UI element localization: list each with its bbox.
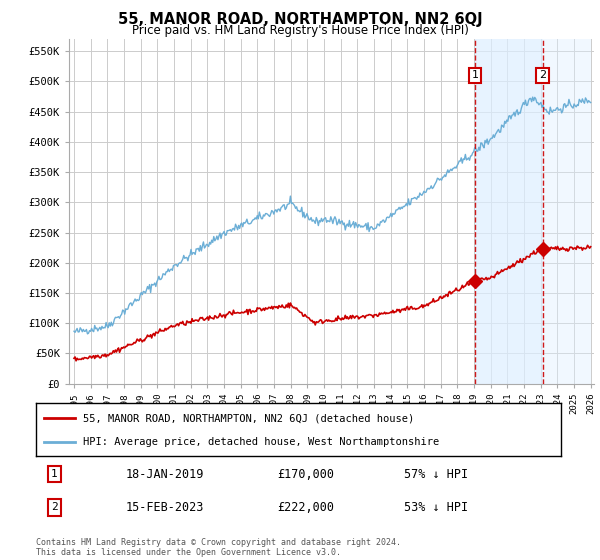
Text: 55, MANOR ROAD, NORTHAMPTON, NN2 6QJ (detached house): 55, MANOR ROAD, NORTHAMPTON, NN2 6QJ (de… <box>83 413 415 423</box>
Text: Price paid vs. HM Land Registry's House Price Index (HPI): Price paid vs. HM Land Registry's House … <box>131 24 469 37</box>
Text: £222,000: £222,000 <box>277 501 335 514</box>
Text: £170,000: £170,000 <box>277 468 335 480</box>
Text: Contains HM Land Registry data © Crown copyright and database right 2024.
This d: Contains HM Land Registry data © Crown c… <box>36 538 401 557</box>
Text: 15-FEB-2023: 15-FEB-2023 <box>125 501 203 514</box>
Text: 55, MANOR ROAD, NORTHAMPTON, NN2 6QJ: 55, MANOR ROAD, NORTHAMPTON, NN2 6QJ <box>118 12 482 27</box>
Text: 57% ↓ HPI: 57% ↓ HPI <box>404 468 467 480</box>
Text: 1: 1 <box>51 469 58 479</box>
Text: 53% ↓ HPI: 53% ↓ HPI <box>404 501 467 514</box>
Text: 2: 2 <box>539 71 546 81</box>
Text: 18-JAN-2019: 18-JAN-2019 <box>125 468 203 480</box>
Bar <box>542 39 590 384</box>
Text: 1: 1 <box>472 71 478 81</box>
Text: HPI: Average price, detached house, West Northamptonshire: HPI: Average price, detached house, West… <box>83 437 439 447</box>
Bar <box>475 39 542 384</box>
Text: 2: 2 <box>51 502 58 512</box>
